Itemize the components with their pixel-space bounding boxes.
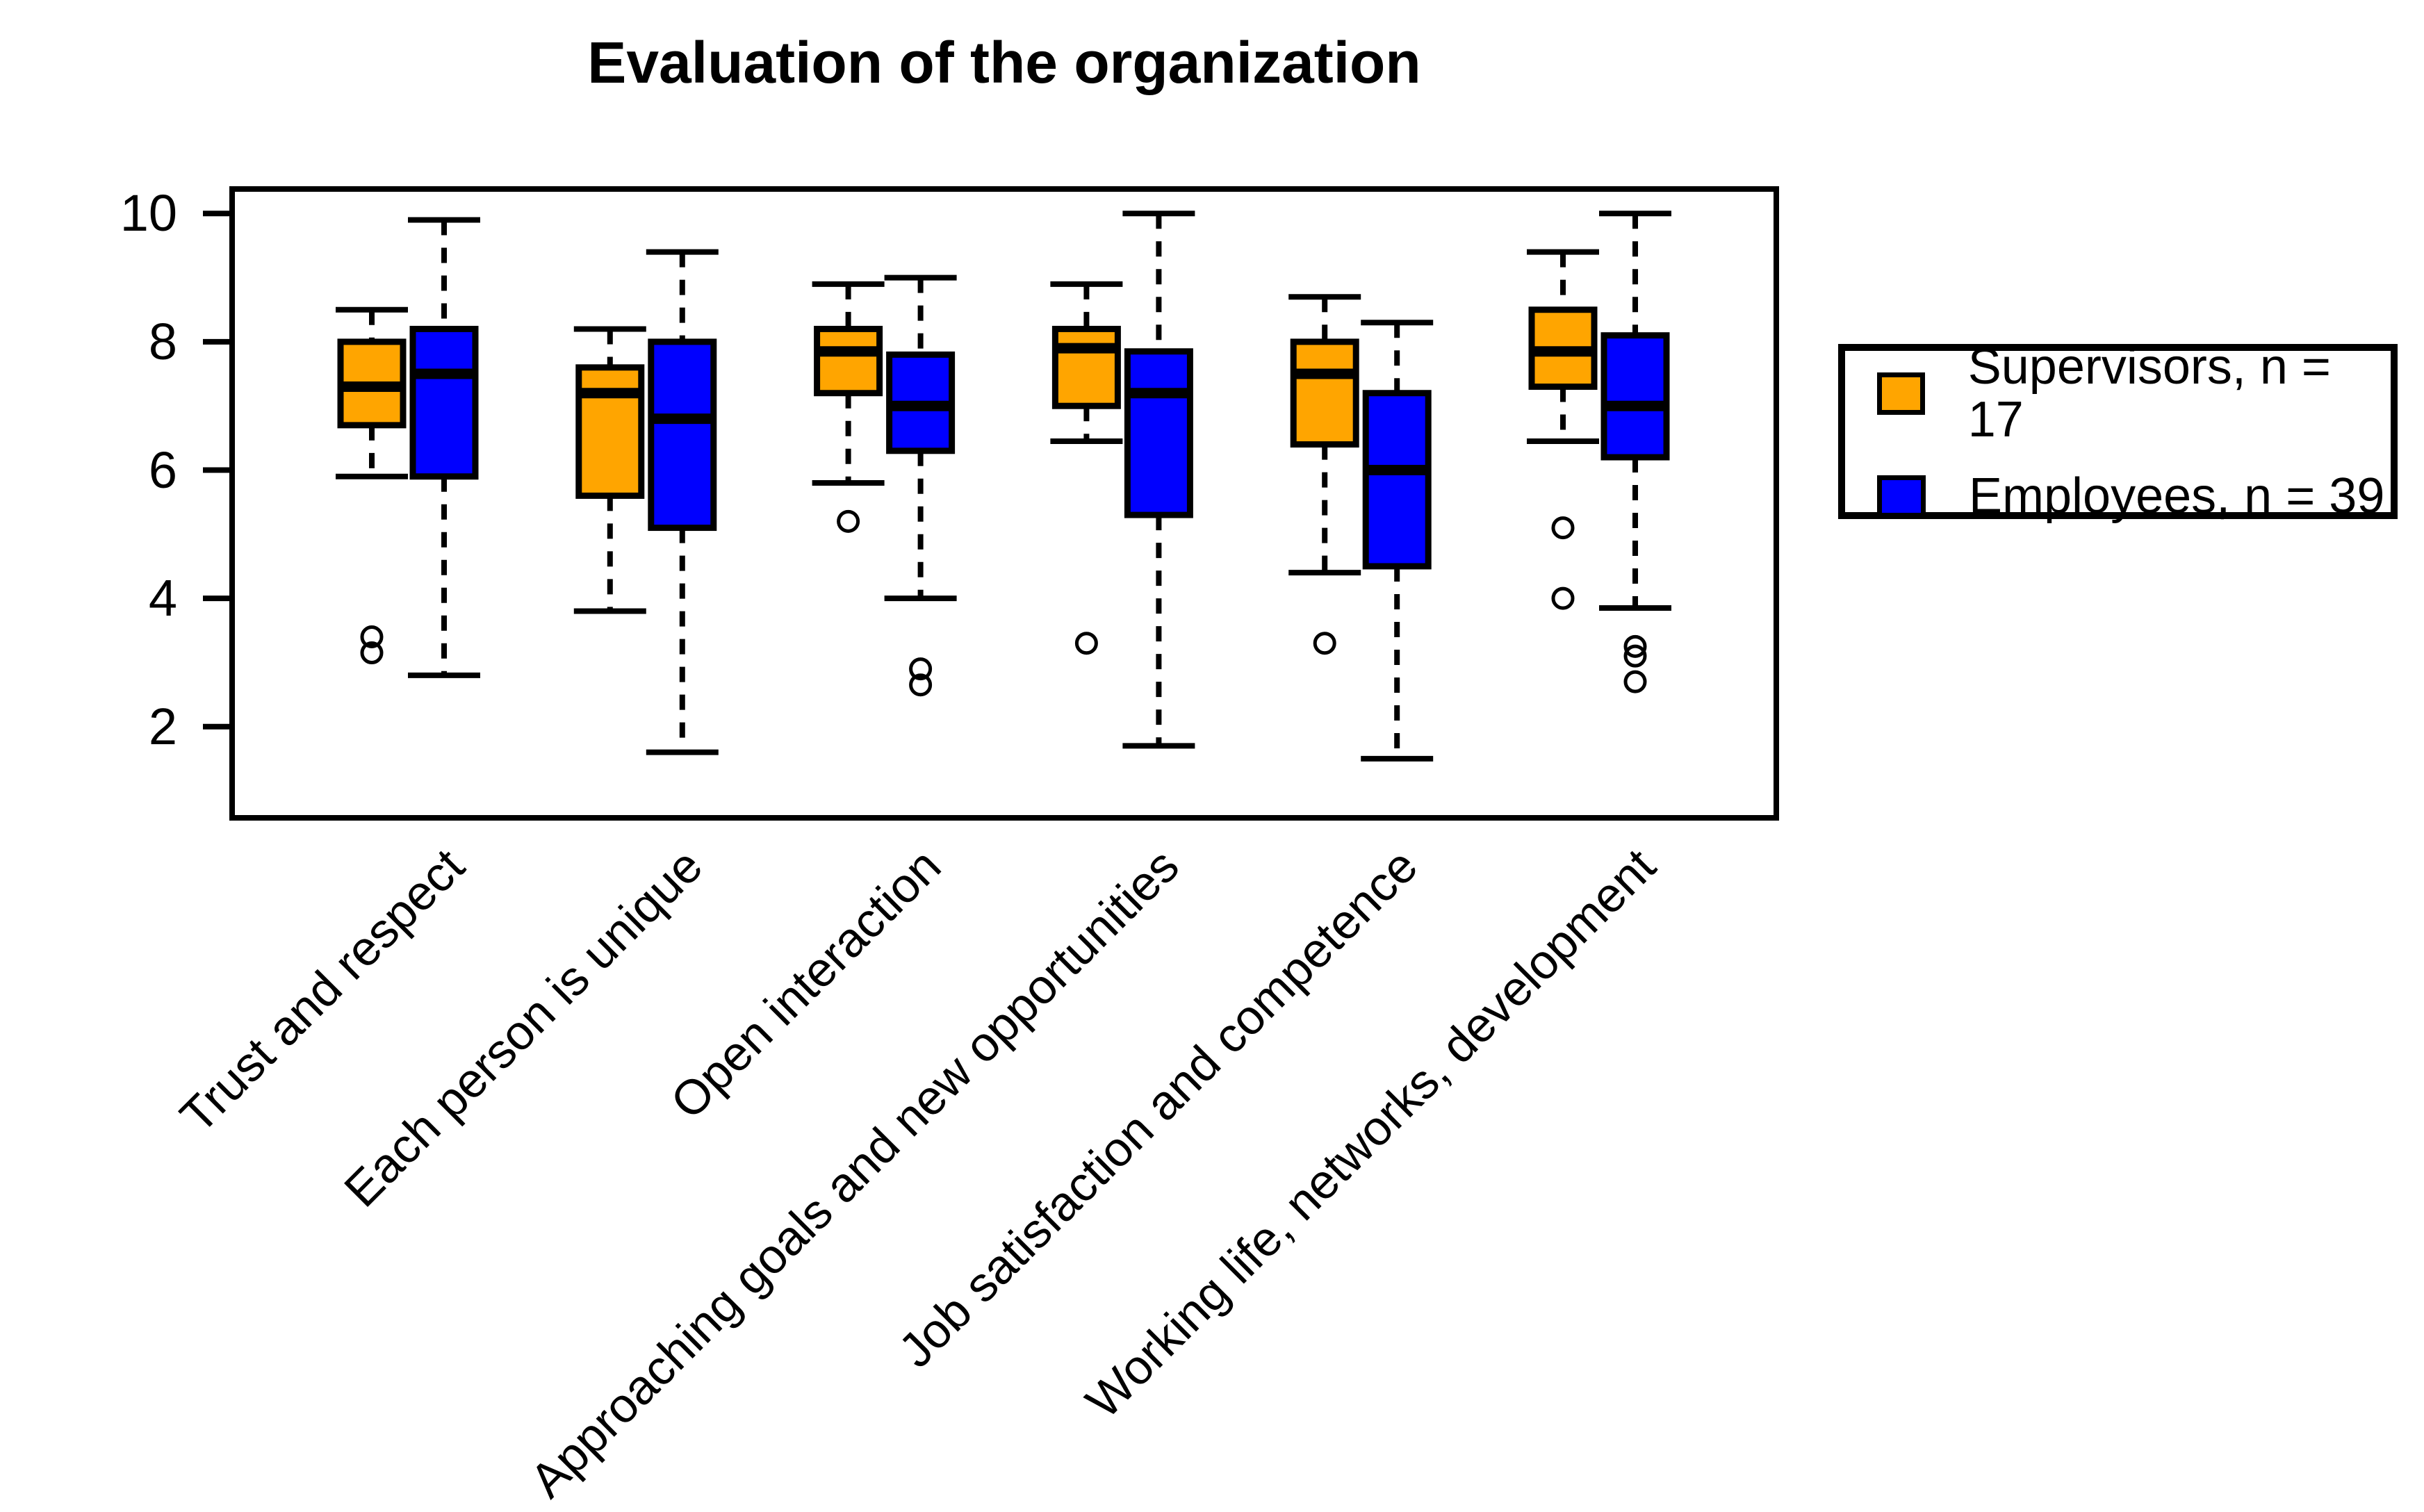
iqr-box: [1362, 390, 1432, 570]
y-tick-label-2: 2: [148, 697, 177, 755]
y-tick-label-10: 10: [120, 184, 177, 243]
chart-title: Evaluation of the organization: [587, 30, 1421, 95]
iqr-box: [648, 338, 717, 532]
iqr-box: [814, 325, 883, 397]
boxplot-employees-5: [1599, 211, 1671, 693]
legend-label-supervisors: Supervisors, n = 17: [1967, 339, 2331, 447]
outlier-point: [1074, 632, 1098, 655]
boxplot-employees-0: [408, 217, 480, 678]
iqr-box: [1600, 332, 1670, 461]
outlier-point: [1623, 644, 1647, 668]
y-tick-label-8: 8: [148, 312, 177, 370]
legend-row-employees: Employees, n = 39: [1877, 470, 2391, 523]
boxplot-employees-1: [646, 249, 719, 755]
iqr-box: [575, 364, 645, 499]
iqr-box: [1051, 325, 1121, 409]
y-tick-label-4: 4: [148, 569, 177, 627]
legend-row-supervisors: Supervisors, n = 17: [1877, 340, 2391, 446]
iqr-box: [409, 325, 479, 480]
y-tick-label-6: 6: [148, 441, 177, 499]
boxplot-supervisors-2: [812, 281, 885, 533]
boxplot-supervisors-1: [573, 326, 646, 614]
outlier-point: [909, 673, 933, 697]
iqr-box: [1124, 348, 1193, 518]
outlier-point: [1551, 516, 1575, 540]
legend-box: Supervisors, n = 17 Employees, n = 39: [1838, 340, 2398, 523]
boxplot-employees-3: [1122, 211, 1195, 749]
outlier-point: [1623, 634, 1647, 658]
outlier-point: [360, 641, 384, 665]
outlier-point: [909, 657, 933, 681]
legend-swatch-employees: [1877, 475, 1926, 518]
outlier-point: [837, 509, 860, 533]
iqr-box: [1290, 338, 1359, 448]
legend-label-employees: Employees, n = 39: [1969, 468, 2385, 524]
boxplot-supervisors-5: [1527, 249, 1599, 610]
boxplot-employees-4: [1361, 320, 1434, 762]
boxplot-supervisors-3: [1050, 281, 1123, 655]
outlier-point: [360, 625, 384, 648]
outlier-point: [1313, 632, 1336, 655]
plot-frame: [229, 186, 1779, 821]
boxplot-supervisors-4: [1288, 294, 1361, 655]
legend-swatch-supervisors: [1877, 372, 1925, 415]
outlier-point: [1551, 586, 1575, 610]
outlier-point: [1623, 670, 1647, 693]
boxplot-employees-2: [884, 274, 957, 697]
boxplot-supervisors-0: [336, 306, 408, 665]
